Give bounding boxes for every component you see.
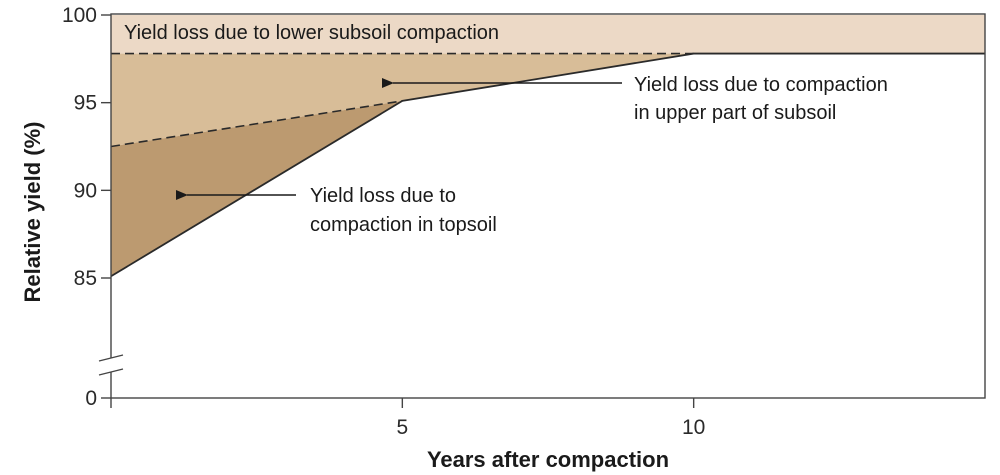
x-axis-title: Years after compaction — [427, 447, 669, 472]
x-tick-label: 5 — [396, 416, 408, 439]
topsoil-dashed-line — [110, 100, 403, 148]
axis-break-gap — [99, 358, 123, 372]
plot-frame — [110, 13, 986, 399]
y-tick-label: 0 — [85, 387, 97, 410]
annotations-layer: Yield loss due to lower subsoil compacti… — [124, 22, 888, 236]
y-tick-label: 100 — [62, 4, 97, 27]
annotation-upper-subsoil: Yield loss due to compaction in upper par… — [634, 74, 888, 124]
axis-break-mark — [98, 354, 124, 362]
region-lower-subsoil — [111, 15, 985, 54]
axes-layer: 0 85 90 95 100 5 10 — [62, 4, 986, 439]
axis-break-mark — [98, 368, 124, 376]
x-tick-label: 10 — [682, 416, 705, 439]
annotation-lower-subsoil: Yield loss due to lower subsoil compacti… — [124, 22, 499, 44]
lines-layer — [110, 52, 985, 278]
y-tick-label: 95 — [74, 92, 97, 115]
y-tick-label: 85 — [74, 267, 97, 290]
y-tick-label: 90 — [74, 179, 97, 202]
annotation-topsoil: Yield loss due to compaction in topsoil — [310, 185, 497, 236]
y-axis-title: Relative yield (%) — [20, 122, 45, 303]
relative-yield-line — [110, 52, 985, 278]
